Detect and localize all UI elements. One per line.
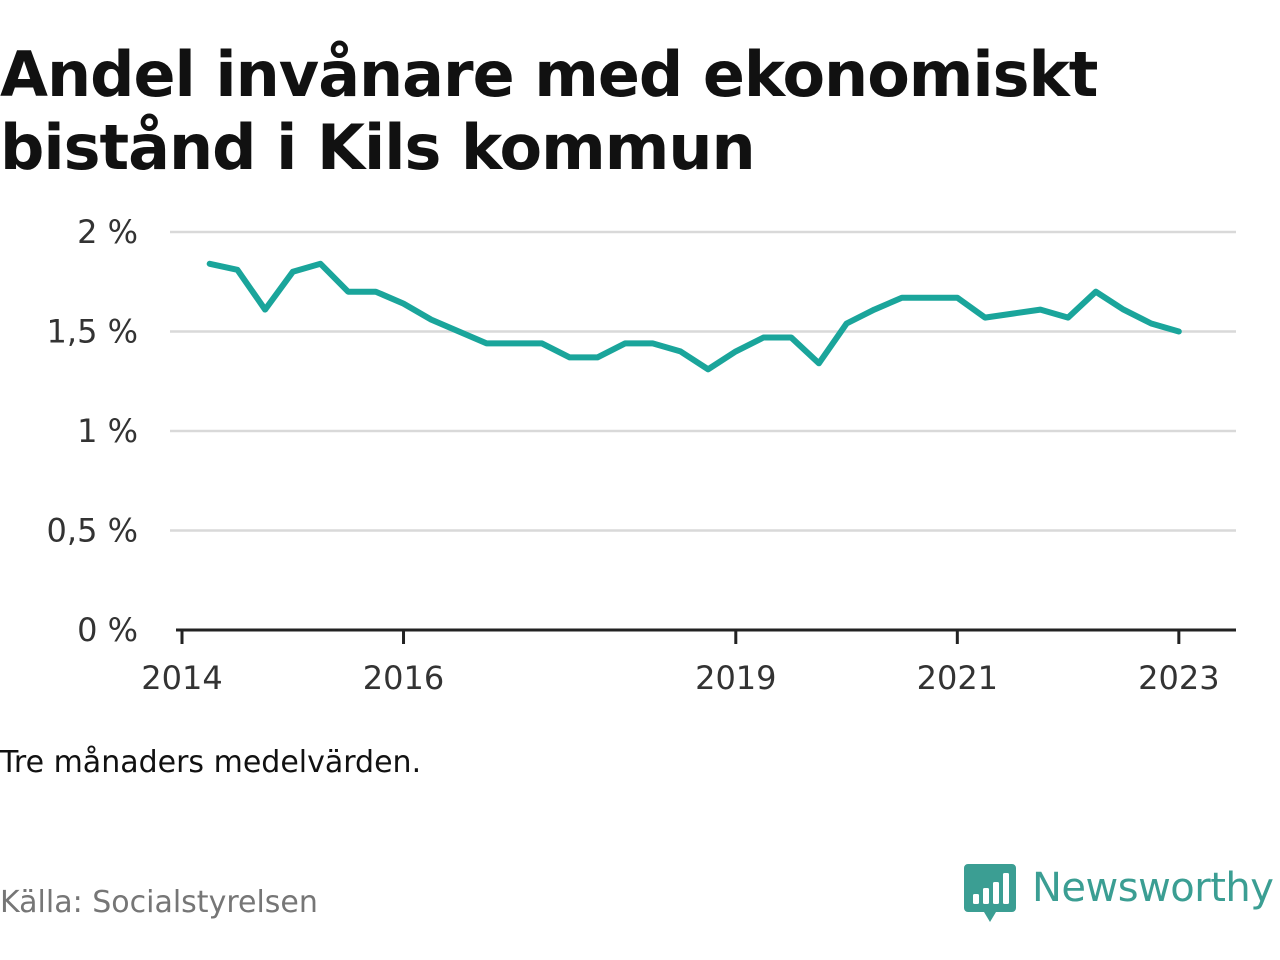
x-tick-label: 2014 bbox=[141, 659, 222, 697]
y-tick-label: 0,5 % bbox=[47, 512, 138, 550]
line-chart: 0 % 0,5 % 1 % 1,5 % 2 % 2014 2016 2019 2021 2023 bbox=[47, 213, 1236, 697]
x-tick-label: 2019 bbox=[695, 659, 776, 697]
brand-name: Newsworthy bbox=[1032, 865, 1274, 911]
y-tick-label: 1 % bbox=[77, 412, 138, 450]
y-tick-label: 1,5 % bbox=[47, 313, 138, 351]
y-tick-label: 0 % bbox=[77, 611, 138, 649]
source-label: Källa: Socialstyrelsen bbox=[0, 885, 318, 920]
x-tick-label: 2023 bbox=[1138, 659, 1219, 697]
brand-logo[interactable]: Newsworthy bbox=[964, 864, 1274, 926]
chart-note: Tre månaders medelvärden. bbox=[0, 745, 422, 780]
y-tick-label: 2 % bbox=[77, 213, 138, 251]
chart-title: Andel invånare med ekonomiskt bistånd i … bbox=[0, 38, 1098, 184]
series-line bbox=[206, 260, 1182, 373]
x-axis: 2014 2016 2019 2021 2023 bbox=[141, 628, 1236, 697]
y-axis: 0 % 0,5 % 1 % 1,5 % 2 % bbox=[47, 213, 138, 649]
x-tick-label: 2016 bbox=[363, 659, 444, 697]
series-layer bbox=[206, 260, 1182, 373]
x-tick-label: 2021 bbox=[917, 659, 998, 697]
newsworthy-logo-icon bbox=[964, 864, 1016, 922]
gridlines bbox=[170, 230, 1236, 532]
